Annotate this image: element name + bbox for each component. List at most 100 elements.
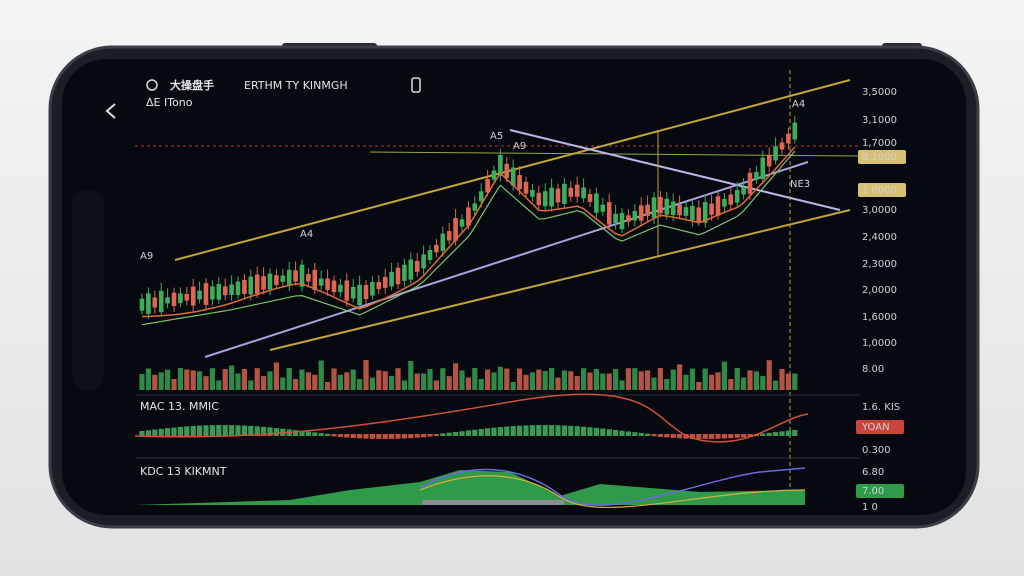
- macd-bar: [523, 425, 529, 436]
- macd-bar: [696, 434, 702, 439]
- macd-bar: [254, 426, 260, 436]
- price-label: 2,3000: [862, 259, 897, 270]
- volume-bar: [305, 372, 311, 390]
- candle-body: [216, 284, 222, 300]
- macd-bar: [350, 434, 356, 438]
- macd-bar: [318, 433, 324, 436]
- kdj-label: 7.00: [862, 486, 884, 497]
- volume-bar: [357, 378, 363, 390]
- volume-bar: [542, 370, 548, 390]
- candle-body: [382, 276, 388, 288]
- macd-bar: [664, 434, 670, 438]
- macd-bar: [229, 425, 235, 436]
- macd-bar: [709, 434, 715, 439]
- volume-bar: [581, 368, 587, 390]
- icon: [146, 79, 158, 91]
- volume-bar: [229, 365, 235, 390]
- annotation: NE3: [790, 179, 810, 190]
- volume-bar: [721, 361, 727, 390]
- candle-body: [760, 157, 766, 180]
- macd-bar: [555, 425, 561, 436]
- share-icon[interactable]: [411, 77, 421, 93]
- volume-bar: [280, 377, 286, 390]
- macd-bar: [152, 429, 158, 436]
- annotation: A5: [490, 131, 503, 142]
- volume-bar: [312, 374, 318, 390]
- candle-body: [165, 297, 170, 304]
- volume-bar: [664, 379, 670, 390]
- candle-body: [210, 286, 215, 300]
- macd-bar: [670, 434, 676, 438]
- candle-body: [664, 198, 670, 215]
- macd-bar: [261, 426, 267, 436]
- volume-bar: [165, 369, 171, 390]
- macd-bar: [497, 427, 503, 436]
- candle-body: [562, 183, 567, 204]
- macd-bar: [773, 432, 779, 436]
- candle-body: [139, 298, 145, 311]
- macd-bar: [440, 433, 446, 436]
- candle-body: [274, 275, 279, 285]
- back-button[interactable]: [105, 103, 116, 119]
- macd-bar: [171, 427, 177, 436]
- candle-body: [146, 293, 151, 314]
- macd-bar: [209, 425, 215, 436]
- price-label: 3,5000: [862, 87, 897, 98]
- macd-bar: [190, 425, 196, 436]
- candle-body: [395, 267, 401, 285]
- candle-body: [523, 181, 529, 194]
- volume-bar: [337, 374, 343, 390]
- candle-body: [651, 197, 657, 218]
- volume-bar: [709, 374, 715, 390]
- candle-body: [440, 233, 446, 251]
- caption: ΔE ITono: [146, 96, 193, 109]
- volume-bar: [216, 380, 222, 390]
- candle-body: [786, 133, 791, 144]
- candle-body: [696, 207, 702, 222]
- macd-bar: [165, 428, 171, 436]
- candle-body: [459, 219, 465, 227]
- volume-bar: [363, 360, 369, 390]
- macd-bar: [465, 430, 471, 436]
- volume-bar: [325, 381, 331, 390]
- panel-title: KDC 13 KIKMNT: [140, 465, 227, 478]
- volume-bar: [446, 376, 452, 390]
- annotation: A4: [792, 99, 805, 110]
- candle-body: [632, 210, 638, 221]
- volume-bar: [389, 376, 395, 390]
- volume-bar: [766, 360, 772, 390]
- price-label: 1,7000: [862, 138, 897, 149]
- volume-bar: [478, 379, 484, 390]
- price-label: 2,0000: [862, 285, 897, 296]
- trend-line: [204, 161, 809, 358]
- macd-bar: [446, 432, 452, 436]
- macd-bar: [369, 434, 375, 439]
- candle-body: [344, 280, 350, 301]
- candle-body: [510, 167, 516, 186]
- candle-body: [184, 293, 190, 301]
- kdj-line: [419, 467, 806, 506]
- macd-bar: [433, 434, 439, 437]
- candle-body: [619, 213, 625, 230]
- candle-body: [594, 193, 599, 213]
- volume-bar: [299, 369, 305, 390]
- volume-bar: [171, 378, 177, 390]
- volume-bar: [517, 368, 523, 390]
- candle-body: [331, 280, 337, 293]
- volume-bar: [497, 366, 503, 390]
- candle-body: [421, 254, 426, 269]
- macd-bar: [561, 425, 567, 436]
- candle-body: [350, 286, 356, 299]
- kdj-label: 6.80: [862, 467, 884, 478]
- macd-bar: [357, 434, 363, 439]
- macd-bar: [478, 428, 484, 436]
- trend-line: [509, 129, 841, 211]
- volume-bar: [369, 377, 375, 390]
- candle-body: [517, 175, 522, 190]
- macd-bar: [715, 434, 721, 439]
- volume-bar: [657, 368, 663, 390]
- macd-bar: [536, 425, 542, 436]
- candle-body: [152, 297, 158, 308]
- macd-bar: [216, 425, 222, 436]
